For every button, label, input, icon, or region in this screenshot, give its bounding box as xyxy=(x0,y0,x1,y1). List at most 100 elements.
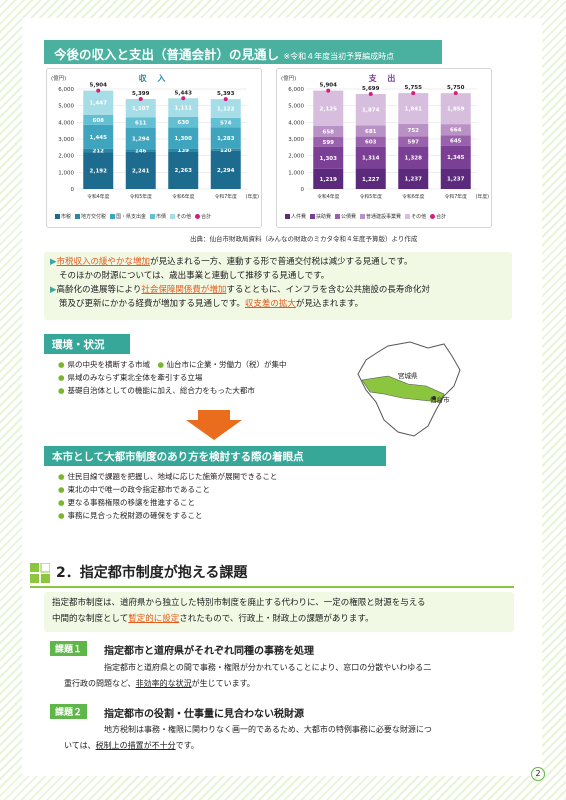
bar-value-label: 1,447 xyxy=(90,101,108,107)
bar-segment xyxy=(168,98,199,117)
section-2-heading: 2．指定都市制度が抱える課題 xyxy=(56,565,248,581)
bar-value-label: 664 xyxy=(450,128,462,134)
bar-value-label: 2,192 xyxy=(90,169,108,175)
env-list: 県の中央を横断する市域 ● 仙台市に企業・労働力（税）が集中 県域のみならず東北… xyxy=(58,358,287,397)
issue-2-badge: 課題２ xyxy=(50,704,88,719)
bar-value-label: 1,219 xyxy=(320,177,338,183)
section-title: 今後の収入と支出（普通会計）の見通し ※令和４年度当初予算編成時点 xyxy=(44,40,442,64)
legend-swatch xyxy=(195,214,201,219)
note-line-4: 策及び更新にかかる経費が増加する見通しです。収支差の拡大が見込まれます。 xyxy=(59,299,364,309)
total-marker xyxy=(411,91,416,96)
bar-segment xyxy=(313,126,344,137)
bar-value-label: 139 xyxy=(178,148,190,154)
total-marker xyxy=(326,88,331,93)
issue-2-text: 地方税制は事務・権限に関わりなく画一的であるため、大都市の特例事務に必要な財源に… xyxy=(64,725,432,750)
bar-segment xyxy=(313,136,344,147)
legend-swatch xyxy=(170,214,176,219)
bar-segment xyxy=(440,93,471,125)
legend-swatch xyxy=(360,214,366,219)
x-tick-label: 令和7年度 xyxy=(215,193,237,200)
bar-segment xyxy=(398,168,429,189)
bar-value-label: 1,859 xyxy=(447,107,465,113)
bar-value-label: 1,111 xyxy=(175,106,193,112)
legend-swatch xyxy=(150,214,156,219)
income-legend: 市税 地方交付税 国・県支出金 市債 その他 合計 xyxy=(55,213,215,220)
bar-value-label: 1,445 xyxy=(90,135,108,141)
bar-segment xyxy=(125,117,156,128)
total-label: 5,904 xyxy=(90,83,108,89)
bar-value-label: 1,303 xyxy=(320,156,338,162)
legend-swatch xyxy=(285,214,290,219)
total-marker xyxy=(96,88,101,93)
legend-item: 地方交付税 xyxy=(75,214,106,220)
y-tick-label: 5,000 xyxy=(58,104,74,110)
legend-swatch xyxy=(430,214,436,219)
income-chart-title: 収 入 xyxy=(138,74,170,83)
focus-heading: 本市として大都市制度のあり方を検討する際の着眼点 xyxy=(44,446,386,466)
total-label: 5,393 xyxy=(217,91,235,97)
focus-item: 住民目線で課題を把握し、地域に応じた施策が展開できること xyxy=(58,470,278,483)
bar-value-label: 120 xyxy=(220,148,232,154)
bar-segment xyxy=(313,146,344,169)
bar-segment xyxy=(313,168,344,189)
y-tick-label: 4,000 xyxy=(58,120,74,126)
note-line-1: ▶市税収入の緩やかな増加が見込まれる一方、連動する形で普通交付税は減少する見通し… xyxy=(50,257,413,267)
page-number: 2 xyxy=(531,767,545,781)
bar-value-label: 1,294 xyxy=(132,136,150,142)
bar-value-label: 146 xyxy=(135,148,147,154)
section-squares-icon xyxy=(30,563,50,583)
income-chart-svg: 0 1,000 2,000 3,000 4,000 5,000 6,000 2,192 212 1… xyxy=(58,83,259,200)
focus-item: 東北の中で唯一の政令指定都市であること xyxy=(58,483,277,496)
bar-segment xyxy=(355,94,386,126)
bar-segment xyxy=(440,145,471,169)
issue-1-text: 指定都市と道府県との間で事務・権限が分かれていることにより、窓口の分散やいわゆる… xyxy=(64,663,432,688)
bar-segment xyxy=(125,149,156,152)
focus-item: 更なる事務権限の移譲を推進すること xyxy=(58,496,277,509)
bar-segment xyxy=(355,136,386,147)
expense-chart: 支 出 (億円) 0 1,000 2,000 3,000 4,000 5,000 6,000… xyxy=(276,68,492,228)
total-label: 5,750 xyxy=(447,85,465,91)
y-tick-label: 0 xyxy=(301,187,305,193)
legend-item: 公債費 xyxy=(335,214,356,220)
legend-swatch xyxy=(110,214,116,219)
env-item: 基礎自治体としての機能に加え、総合力をもった大都市 xyxy=(58,384,286,397)
bar-segment xyxy=(168,148,199,152)
legend-item: 人件費 xyxy=(285,214,306,220)
legend-item: その他 xyxy=(170,214,191,220)
outlook-note: ▶市税収入の緩やかな増加が見込まれる一方、連動する形で普通交付税は減少する見通し… xyxy=(44,252,512,320)
legend-item: 市税 xyxy=(55,214,71,220)
bar-value-label: 597 xyxy=(408,139,420,145)
miyagi-map: 宮城県 仙台市 xyxy=(348,340,470,440)
bar-segment xyxy=(210,127,241,149)
bar-segment xyxy=(398,146,429,169)
issue-1-title: 指定都市と道府県がそれぞれ同種の事務を処理 xyxy=(104,646,314,657)
x-tick-label: 令和5年度 xyxy=(130,193,152,200)
total-marker xyxy=(368,92,373,97)
legend-item: 扶助費 xyxy=(310,214,331,220)
bar-segment xyxy=(398,123,429,137)
bar-segment xyxy=(83,114,114,125)
x-tick-label: 令和4年度 xyxy=(87,193,109,200)
bar-segment xyxy=(210,117,241,128)
total-marker xyxy=(138,97,143,102)
bar-segment xyxy=(398,93,429,124)
bar-segment xyxy=(168,116,199,128)
legend-item: 合計 xyxy=(195,214,211,220)
total-marker xyxy=(453,91,458,96)
bar-value-label: 645 xyxy=(450,139,462,145)
y-tick-label: 6,000 xyxy=(288,87,304,93)
section-divider xyxy=(30,586,514,588)
y-tick-label: 4,000 xyxy=(288,120,304,126)
issue-2-title: 指定都市の役割・仕事量に見合わない税財源 xyxy=(104,709,304,720)
bar-value-label: 752 xyxy=(408,128,420,134)
y-tick-label: 2,000 xyxy=(288,154,304,160)
income-unit: (億円) xyxy=(51,76,67,82)
total-label: 5,399 xyxy=(132,91,150,97)
bar-segment xyxy=(440,124,471,136)
legend-item: 市債 xyxy=(150,214,166,220)
legend-swatch xyxy=(335,214,341,219)
bar-segment xyxy=(210,148,241,151)
bar-value-label: 1,345 xyxy=(447,155,465,161)
bar-segment xyxy=(210,150,241,189)
bar-segment xyxy=(125,99,156,118)
